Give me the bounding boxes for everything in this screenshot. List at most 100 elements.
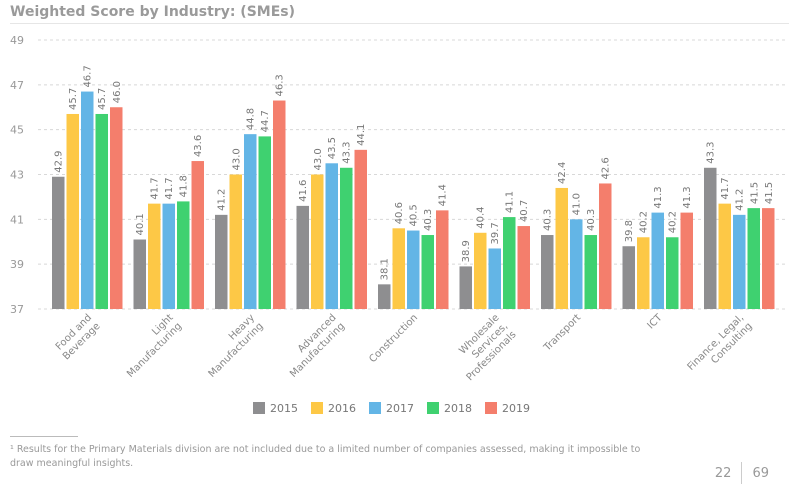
x-tick-label: Finance, Legal,Consulting: [686, 312, 755, 381]
bar-2015: [541, 235, 554, 309]
x-tick-label-line: Transport: [541, 312, 583, 354]
bar-2019: [191, 161, 204, 309]
footnote: ¹ Results for the Primary Materials divi…: [10, 444, 641, 469]
data-label: 43.5: [327, 137, 338, 159]
footnote-divider: [10, 436, 78, 437]
bar-2018: [177, 201, 190, 309]
data-label: 40.5: [409, 204, 420, 226]
bar-2017: [733, 214, 746, 309]
data-label: 43.6: [193, 135, 204, 157]
bar-2016: [311, 174, 324, 309]
data-label: 40.7: [519, 200, 530, 222]
data-label: 41.7: [720, 177, 731, 199]
bar-2016: [392, 228, 405, 309]
legend-label: 2015: [270, 402, 298, 415]
data-label: 42.9: [54, 150, 65, 172]
total-pages: 69: [752, 465, 769, 481]
bar-2017: [325, 163, 338, 309]
data-label: 40.2: [639, 211, 650, 233]
data-label: 45.7: [68, 88, 79, 110]
data-label: 38.1: [380, 258, 391, 280]
x-tick-label: LightManufacturing: [117, 312, 185, 380]
x-tick-label: Construction: [367, 312, 420, 365]
bar-2017: [244, 134, 257, 309]
bar-2019: [354, 149, 367, 309]
data-label: 41.5: [749, 182, 760, 204]
data-label: 41.3: [653, 186, 664, 208]
data-label: 41.7: [150, 177, 161, 199]
bar-2015: [296, 205, 309, 309]
x-tick-label-line: Construction: [367, 312, 420, 365]
y-tick-label: 47: [10, 79, 24, 92]
data-label: 41.0: [572, 193, 583, 215]
y-tick-label: 45: [10, 124, 24, 137]
bar-2016: [66, 113, 79, 309]
bar-2015: [52, 176, 65, 309]
title-divider: [10, 23, 789, 24]
data-label: 46.3: [275, 74, 286, 96]
x-tick-label: ICT: [645, 312, 665, 332]
bar-2019: [273, 100, 286, 310]
x-tick-label: HeavyManufacturing: [198, 312, 266, 380]
data-label: 39.8: [624, 220, 635, 242]
legend-swatch-2017: [369, 402, 381, 414]
chart-title: Weighted Score by Industry: (SMEs): [10, 4, 296, 20]
bar-2015: [215, 214, 228, 309]
bar-2017: [407, 230, 420, 309]
bar-2019: [762, 208, 775, 309]
bar-2019: [680, 212, 693, 309]
data-label: 40.3: [586, 209, 597, 231]
bar-2015: [133, 239, 146, 309]
data-label: 41.2: [735, 189, 746, 211]
data-label: 40.2: [668, 211, 679, 233]
data-label: 41.1: [505, 191, 516, 213]
x-tick-label: Transport: [541, 312, 583, 354]
bar-2017: [651, 212, 664, 309]
data-label: 41.3: [682, 186, 693, 208]
y-tick-label: 43: [10, 169, 24, 182]
bar-2018: [503, 217, 516, 309]
data-label: 40.1: [135, 213, 146, 235]
data-label: 41.5: [764, 182, 775, 204]
y-tick-label: 41: [10, 213, 24, 226]
page-number: 22 69: [715, 462, 769, 484]
data-label: 44.7: [260, 110, 271, 132]
legend-label: 2017: [386, 402, 414, 415]
data-label: 43.3: [706, 142, 717, 164]
data-label: 40.6: [394, 202, 405, 224]
data-label: 40.3: [543, 209, 554, 231]
legend-swatch-2015: [253, 402, 265, 414]
data-label: 41.8: [179, 175, 190, 197]
bar-2018: [421, 235, 434, 309]
data-label: 44.1: [356, 124, 367, 146]
bar-2017: [488, 248, 501, 309]
bar-2015: [622, 246, 635, 309]
data-label: 46.7: [83, 65, 94, 87]
data-label: 43.3: [342, 142, 353, 164]
bar-2016: [637, 237, 650, 309]
data-label: 41.2: [217, 189, 228, 211]
bar-2019: [110, 107, 123, 309]
bar-2019: [517, 226, 530, 309]
bar-2019: [436, 210, 449, 309]
bar-2018: [747, 208, 760, 309]
page-separator: [741, 462, 743, 484]
bar-2015: [378, 284, 391, 309]
bar-2019: [599, 183, 612, 309]
bar-2017: [81, 91, 94, 309]
data-label: 42.4: [557, 162, 568, 184]
y-tick-label: 37: [10, 303, 24, 316]
bar-2018: [95, 113, 108, 309]
x-tick-label: AdvancedManufacturing: [280, 312, 347, 379]
data-label: 41.7: [164, 177, 175, 199]
data-label: 43.0: [231, 148, 242, 170]
data-label: 39.7: [490, 222, 501, 244]
data-label: 40.4: [476, 207, 487, 229]
bar-2015: [459, 266, 472, 309]
x-tick-label-line: ICT: [645, 312, 665, 332]
bar-2016: [718, 203, 731, 309]
bar-2016: [555, 187, 568, 309]
bar-2015: [704, 167, 717, 309]
x-tick-label: Food andBeverage: [53, 312, 103, 362]
bar-2016: [229, 174, 242, 309]
